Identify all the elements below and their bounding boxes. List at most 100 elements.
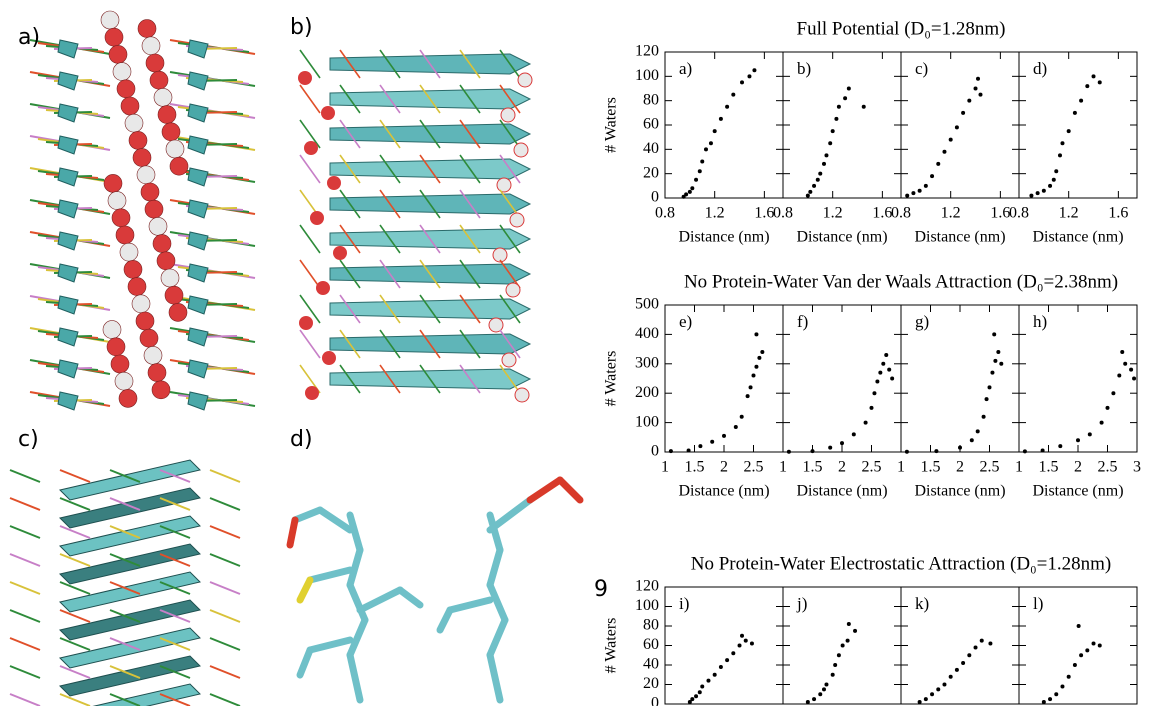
stick [419,294,441,324]
data-point [749,641,754,646]
data-point [930,174,935,179]
data-point [1076,438,1080,443]
data-point [978,92,983,97]
stick [59,525,91,539]
strand [59,515,201,557]
stick [299,49,321,79]
data-point [923,183,928,188]
data-point [969,438,974,443]
strand [187,199,209,219]
stick [159,553,191,567]
stick [419,84,441,114]
data-point [722,433,726,438]
stick [159,665,191,679]
data-point [1085,648,1090,653]
stick [339,189,361,219]
data-point [1072,110,1077,115]
water [500,107,516,123]
water [144,199,164,219]
stick [299,119,321,149]
y-tick-label: 500 [635,296,659,313]
data-point [751,373,756,378]
x-tick-label: 1.2 [1059,205,1079,222]
stick [379,364,401,394]
strand [187,359,209,379]
x-axis-label: Distance (nm) [1032,229,1123,246]
stick [499,224,521,254]
strand [187,167,209,187]
water [135,311,155,331]
strand [59,655,201,697]
bond [346,511,364,554]
stick [459,364,481,394]
water [140,182,160,202]
data-point [930,692,935,697]
bond [356,586,404,614]
plot-frame [1018,586,1138,705]
stick [209,497,241,511]
y-tick-label: 100 [635,67,659,84]
data-point [752,68,757,73]
strand [57,167,79,187]
stick [379,224,401,254]
x-tick-label: 1.5 [803,459,823,476]
strand [57,71,79,91]
data-point [904,449,909,454]
data-point [987,385,992,390]
stick [459,84,481,114]
stick [379,189,401,219]
water [106,337,126,357]
x-tick-label: 1.5 [1039,459,1059,476]
water [147,363,167,382]
data-point [942,149,947,154]
water [321,106,335,120]
water [156,251,176,271]
strand [187,295,209,315]
water [145,53,165,73]
y-tick-label: 20 [643,675,659,692]
stick [299,224,321,254]
stick [499,154,521,184]
x-tick-label: 1.6 [990,205,1010,222]
data-point [863,420,868,425]
data-point [1022,449,1027,454]
data-point [869,405,874,410]
water [107,191,127,210]
scatter-panel [782,304,902,454]
bond [346,581,369,624]
data-point [975,429,980,434]
water [123,260,143,279]
stick [379,84,401,114]
data-point [821,687,826,692]
stick [499,294,521,324]
bond [346,546,364,589]
data-point [840,643,845,648]
data-point [1058,444,1063,449]
panel-label: b) [797,59,811,78]
stick [209,637,241,651]
bond [486,511,504,554]
data-point [725,104,730,109]
stick [209,581,241,595]
water [128,131,148,150]
y-tick-label: 100 [635,413,659,430]
stick [419,49,441,79]
stick [299,329,321,359]
data-point [954,667,959,672]
data-point [754,364,759,369]
strand [187,103,209,123]
data-point [934,449,939,454]
stick [339,259,361,289]
water [513,142,529,158]
scatter-panel [1018,586,1138,705]
data-point [1040,448,1045,453]
stick [379,294,401,324]
x-tick-label: 0.8 [655,205,675,222]
data-point [942,682,947,687]
x-axis-label: Distance (nm) [678,229,769,246]
water [114,371,134,391]
data-point [712,129,717,134]
stick [339,329,361,359]
